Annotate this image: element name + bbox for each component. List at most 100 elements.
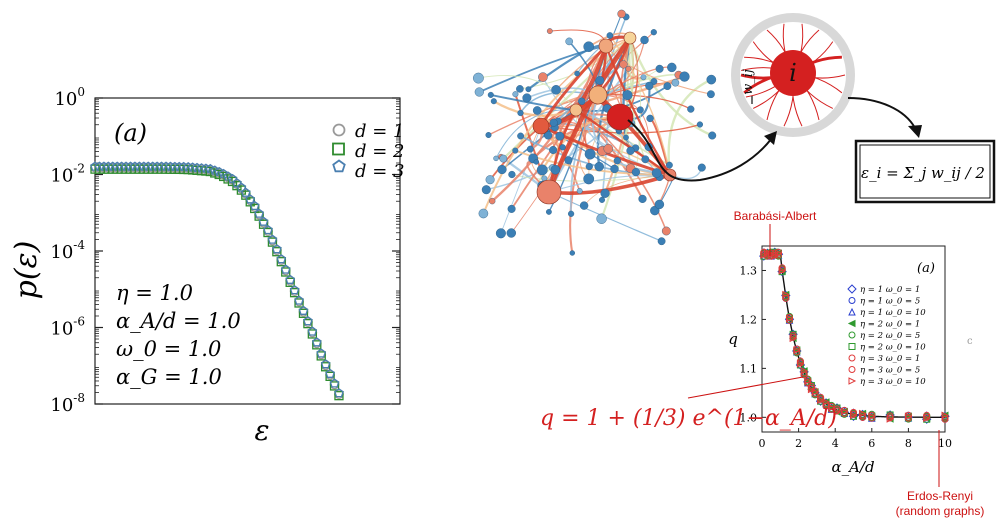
- network-node: [641, 155, 650, 164]
- right-legend-label: η = 1 ω_0 = 5: [860, 297, 920, 307]
- hub-edge: [604, 45, 671, 176]
- right-legend-label: η = 2 ω_0 = 10: [860, 343, 926, 353]
- network-node: [489, 197, 496, 205]
- network-node: [481, 185, 491, 195]
- data-point-d3: [263, 224, 273, 235]
- right-data-point: [764, 248, 772, 257]
- right-data-point: [796, 360, 805, 368]
- network-node: [538, 72, 548, 82]
- arrow-head-formula: [908, 125, 922, 138]
- right-data-point: [775, 249, 783, 258]
- right-data-point: [822, 398, 831, 406]
- hub-node: [569, 103, 583, 117]
- left-y-tick-exponent: 0: [77, 85, 85, 99]
- right-data-point: [850, 411, 858, 420]
- network-node: [706, 74, 717, 85]
- right-data-point: [868, 412, 876, 421]
- left-y-ticks: 100 10-2 10-4 10-6 10-8: [50, 85, 400, 416]
- network-nodes: [472, 9, 717, 256]
- network-node: [525, 86, 532, 93]
- right-legend-marker: [847, 284, 857, 294]
- right-data-point: [859, 409, 867, 418]
- data-point-d3: [325, 368, 335, 378]
- data-point-d3: [254, 208, 264, 218]
- network-node: [650, 78, 658, 85]
- network-node: [555, 131, 565, 141]
- network-node: [596, 213, 607, 224]
- data-point-d2: [307, 329, 318, 339]
- right-data-point: [793, 346, 801, 354]
- right-legend-marker: [848, 354, 856, 362]
- right-panel-label: (a): [917, 261, 935, 276]
- left-y-tick-exponent: -6: [73, 315, 85, 329]
- right-data-point: [840, 407, 849, 416]
- network-node: [650, 29, 657, 36]
- network-edge: [579, 94, 599, 180]
- right-y-tick-label: 1.3: [740, 264, 758, 277]
- network-node: [585, 162, 593, 171]
- network-node: [617, 9, 626, 19]
- network-node: [532, 106, 542, 115]
- right-y-tick-label: 1.0: [740, 411, 758, 424]
- right-data-point: [786, 314, 794, 323]
- network-node: [564, 156, 573, 165]
- legend-marker-d1: [332, 123, 346, 137]
- network-node: [707, 90, 715, 99]
- network-node: [583, 173, 595, 185]
- network-node: [657, 237, 666, 246]
- right-x-tick-label: 0: [759, 437, 766, 450]
- network-node: [626, 146, 635, 155]
- network-node: [550, 164, 561, 175]
- data-point-d3: [240, 187, 251, 197]
- left-y-tick-label: 10-4: [50, 238, 85, 263]
- legend-marker-d3: [332, 159, 346, 173]
- right-legend-marker: [848, 366, 856, 373]
- network-node: [485, 131, 492, 138]
- network-edges: [478, 13, 713, 254]
- right-y-axis-label: q: [728, 330, 738, 348]
- right-data-point: [804, 377, 812, 385]
- hub-node: [598, 38, 614, 54]
- right-legend-label: η = 3 ω_0 = 1: [860, 354, 920, 364]
- right-data-point: [923, 414, 931, 423]
- data-point-d3: [311, 337, 322, 347]
- right-x-tick-label: 8: [905, 437, 912, 450]
- right-data-point: [767, 250, 776, 259]
- right-data-point: [817, 396, 825, 405]
- network-node: [666, 161, 673, 169]
- network-diagram: [472, 9, 717, 256]
- network-node: [576, 187, 583, 194]
- data-point-d3: [289, 285, 300, 295]
- right-data-point: [941, 411, 950, 420]
- hub-edge: [575, 37, 632, 112]
- right-data-markers: [759, 247, 950, 424]
- right-legend-label: η = 2 ω_0 = 1: [860, 320, 920, 330]
- network-node: [599, 196, 606, 203]
- network-node: [661, 226, 671, 236]
- data-point-d2: [316, 351, 326, 361]
- network-node: [506, 228, 516, 238]
- data-point-d3: [334, 388, 344, 398]
- er-label: Erdos-Renyi: [907, 489, 973, 503]
- network-node: [567, 210, 575, 217]
- network-node: [655, 64, 664, 73]
- right-data-point: [782, 294, 790, 302]
- right-x-tick-label: 4: [832, 437, 839, 450]
- network-node: [640, 35, 649, 45]
- data-point-d3: [272, 244, 282, 254]
- network-edge: [555, 37, 631, 91]
- hub-edge: [575, 108, 671, 177]
- right-legend-marker: [848, 307, 856, 316]
- right-data-point: [778, 266, 787, 275]
- data-point-d2: [303, 318, 313, 329]
- edge-weight-label: w_ij: [741, 69, 756, 95]
- right-legend-label: η = 3 ω_0 = 10: [860, 377, 926, 387]
- network-node: [546, 208, 552, 215]
- network-node: [625, 65, 632, 72]
- data-point-d3: [320, 359, 331, 369]
- formula-box-inner: [859, 144, 991, 199]
- network-node: [697, 163, 706, 172]
- network-node: [583, 41, 595, 53]
- network-node: [622, 90, 633, 101]
- network-node: [495, 228, 506, 239]
